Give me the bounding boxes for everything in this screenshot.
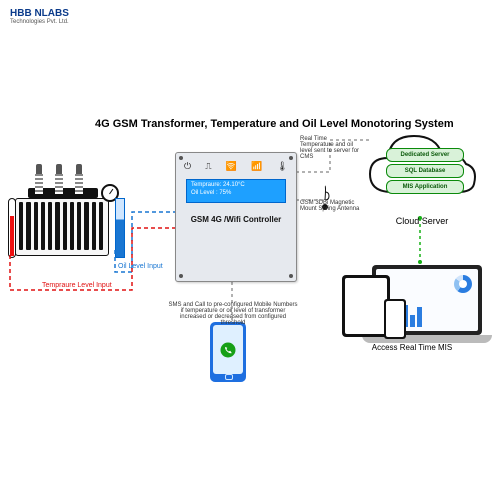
- cloud-server: Dedicated Server SQL Database MIS Applic…: [362, 122, 482, 212]
- cloud-pill-dedicated: Dedicated Server: [386, 148, 464, 162]
- signal-icon: 📶: [251, 161, 262, 172]
- diagram-stage: 4G GSM Transformer, Temperature and Oil …: [0, 100, 500, 400]
- temp-input-label: Tempraure Level Input: [42, 282, 112, 289]
- sms-label: SMS and Call to pre-configured Mobile Nu…: [168, 302, 298, 326]
- brand-tagline: Technologies Pvt. Ltd.: [10, 19, 69, 25]
- brand-logo: HBB NLABS Technologies Pvt. Ltd.: [10, 8, 69, 25]
- call-icon: [219, 341, 237, 359]
- lcd-line1: Tempraure: 24.10°C: [191, 182, 281, 190]
- cloud-pill-sql: SQL Database: [386, 164, 464, 178]
- controller-device: ⏻ ⎍ 🛜 📶 🌡 Tempraure: 24.10°C Oil Level :…: [175, 152, 297, 282]
- lcd-line2: Oil Level : 75%: [191, 190, 281, 198]
- controller-lcd: Tempraure: 24.10°C Oil Level : 75%: [186, 179, 286, 203]
- wifi-icon: 🛜: [226, 161, 237, 172]
- brand-name: HBB NLABS: [10, 8, 69, 19]
- controller-status-icons: ⏻ ⎍ 🛜 📶 🌡: [184, 159, 288, 173]
- cloud-caption: Cloud Server: [362, 216, 482, 226]
- io-icon: ⎍: [205, 161, 211, 172]
- phone-icon: [384, 299, 406, 339]
- power-icon: ⏻: [184, 161, 191, 172]
- temp-icon: 🌡: [277, 161, 288, 172]
- devices-caption: Access Real Time MIS: [342, 343, 482, 352]
- controller-label: GSM 4G /Wifi Controller: [176, 215, 296, 224]
- client-devices: Access Real Time MIS: [342, 255, 482, 355]
- sms-phone-icon: [210, 322, 246, 382]
- antenna-label: GSM 3DBi Magnetic Mount Spring Antenna: [300, 200, 360, 212]
- tablet-icon: [342, 275, 390, 337]
- cloud-pill-mis: MIS Application: [386, 180, 464, 194]
- uplink-label: Real Time Temperature and oil level sent…: [300, 136, 360, 160]
- oil-input-label: Oil Level Input: [118, 263, 163, 270]
